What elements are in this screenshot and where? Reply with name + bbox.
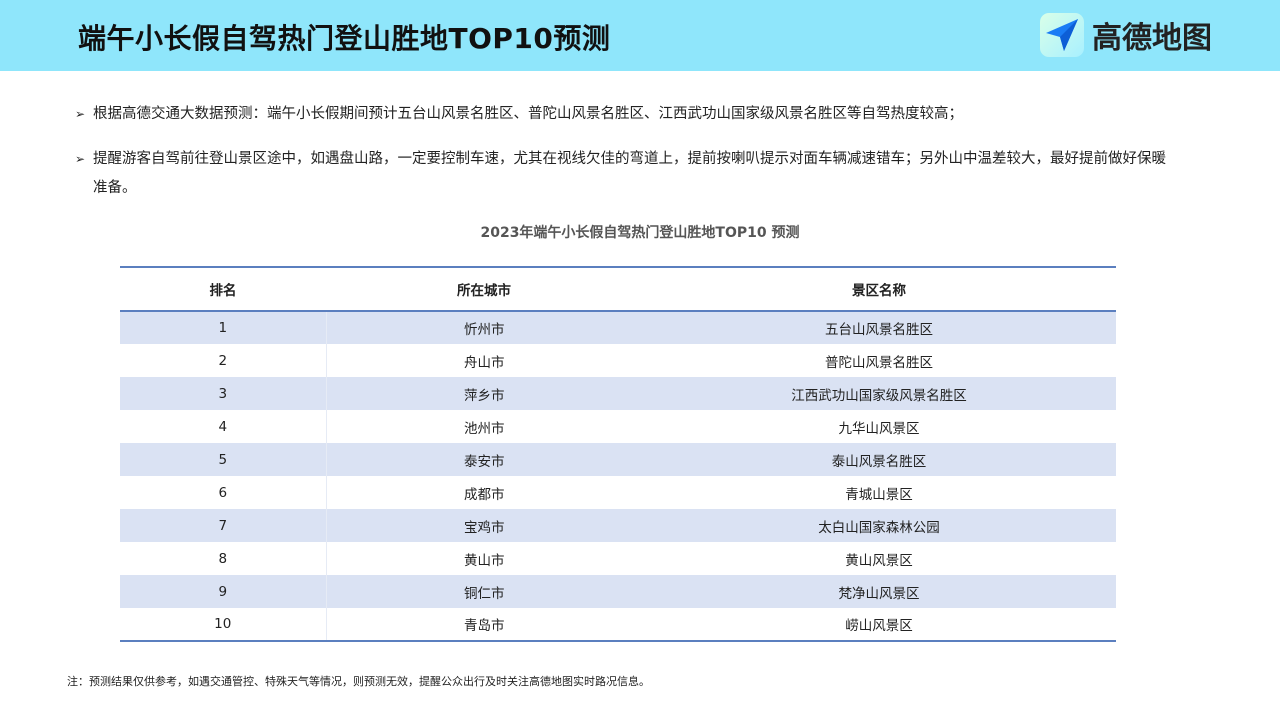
city-cell: 忻州市 bbox=[326, 311, 642, 344]
scenic-cell: 青城山景区 bbox=[845, 486, 913, 503]
table-row: 3 萍乡市 江西武功山国家级风景名胜区 bbox=[120, 377, 1116, 410]
rank-cell: 2 bbox=[120, 344, 327, 377]
table-row: 7 宝鸡市 太白山国家森林公园 bbox=[120, 509, 1116, 542]
scenic-cell: 江西武功山国家级风景名胜区 bbox=[642, 377, 1116, 410]
table-row: 8 黄山市 黄山风景区 bbox=[120, 542, 1116, 575]
bullet-item: ➢ 提醒游客自驾前往登山景区途中，如遇盘山路，一定要控制车速，尤其在视线欠佳的弯道… bbox=[75, 145, 1175, 203]
scenic-cell: 九华山风景区 bbox=[838, 420, 920, 437]
city-cell: 成都市 bbox=[464, 486, 505, 503]
scenic-cell: 泰山风景名胜区 bbox=[642, 443, 1116, 476]
bullet-text: 提醒游客自驾前往登山景区途中，如遇盘山路，一定要控制车速，尤其在视线欠佳的弯道上… bbox=[93, 151, 1166, 196]
bullet-text: 根据高德交通大数据预测：端午小长假期间预计五台山风景名胜区、普陀山风景名胜区、江… bbox=[93, 106, 963, 122]
table-row: 2 舟山市 普陀山风景名胜区 bbox=[120, 344, 1116, 377]
table-row: 4 池州市 九华山风景区 bbox=[120, 410, 1116, 443]
rank-cell: 10 bbox=[120, 608, 327, 641]
amap-logo: 高德地图 bbox=[1040, 13, 1212, 57]
rank-cell: 9 bbox=[120, 575, 327, 608]
rank-cell: 4 bbox=[120, 410, 327, 443]
rank-cell: 8 bbox=[120, 542, 327, 575]
page-title: 端午小长假自驾热门登山胜地TOP10预测 bbox=[78, 22, 611, 55]
logo-text: 高德地图 bbox=[1092, 21, 1212, 56]
scenic-cell: 黄山风景区 bbox=[845, 552, 913, 569]
scenic-cell: 太白山国家森林公园 bbox=[642, 509, 1116, 542]
scenic-cell: 崂山风景区 bbox=[845, 618, 913, 634]
table-caption: 2023年端午小长假自驾热门登山胜地TOP10 预测 bbox=[480, 225, 800, 241]
scenic-cell: 梵净山风景区 bbox=[642, 575, 1116, 608]
column-header-city: 所在城市 bbox=[326, 267, 642, 312]
table-header-row: 排名 所在城市 景区名称 bbox=[120, 267, 1116, 312]
city-cell: 宝鸡市 bbox=[326, 509, 642, 542]
table-row: 10 青岛市 崂山风景区 bbox=[120, 608, 1116, 641]
scenic-cell: 五台山风景名胜区 bbox=[642, 311, 1116, 344]
city-cell: 铜仁市 bbox=[326, 575, 642, 608]
rank-cell: 6 bbox=[120, 476, 327, 509]
scenic-cell: 普陀山风景名胜区 bbox=[825, 354, 933, 371]
arrow-bullet-icon: ➢ bbox=[75, 107, 86, 121]
table-row: 6 成都市 青城山景区 bbox=[120, 476, 1116, 509]
city-cell: 萍乡市 bbox=[326, 377, 642, 410]
column-header-scenic: 景区名称 bbox=[642, 267, 1116, 312]
rank-cell: 7 bbox=[120, 509, 327, 542]
bullet-item: ➢ 根据高德交通大数据预测：端午小长假期间预计五台山风景名胜区、普陀山风景名胜区、… bbox=[75, 100, 1175, 129]
rank-cell: 1 bbox=[120, 311, 327, 344]
city-cell: 池州市 bbox=[464, 420, 505, 437]
column-header-rank: 排名 bbox=[120, 267, 326, 312]
rank-cell: 3 bbox=[120, 377, 327, 410]
arrow-bullet-icon: ➢ bbox=[75, 152, 86, 166]
table-row: 1 忻州市 五台山风景名胜区 bbox=[120, 311, 1116, 344]
city-cell: 泰安市 bbox=[326, 443, 642, 476]
rank-cell: 5 bbox=[120, 443, 327, 476]
footnote: 注：预测结果仅供参考，如遇交通管控、特殊天气等情况，则预测无效，提醒公众出行及时… bbox=[67, 675, 650, 688]
ranking-table: 排名 所在城市 景区名称 1 忻州市 五台山风景名胜区 2 舟山市 普陀山风景名胜区 3 萍乡… bbox=[120, 266, 1116, 642]
bullet-list: ➢ 根据高德交通大数据预测：端午小长假期间预计五台山风景名胜区、普陀山风景名胜区、… bbox=[75, 100, 1175, 219]
table-row: 5 泰安市 泰山风景名胜区 bbox=[120, 443, 1116, 476]
table-row: 9 铜仁市 梵净山风景区 bbox=[120, 575, 1116, 608]
city-cell: 青岛市 bbox=[464, 618, 505, 634]
header-banner: 端午小长假自驾热门登山胜地TOP10预测 高德地图 bbox=[0, 0, 1280, 71]
city-cell: 舟山市 bbox=[464, 354, 505, 371]
city-cell: 黄山市 bbox=[464, 552, 505, 569]
paper-plane-icon bbox=[1040, 13, 1084, 57]
